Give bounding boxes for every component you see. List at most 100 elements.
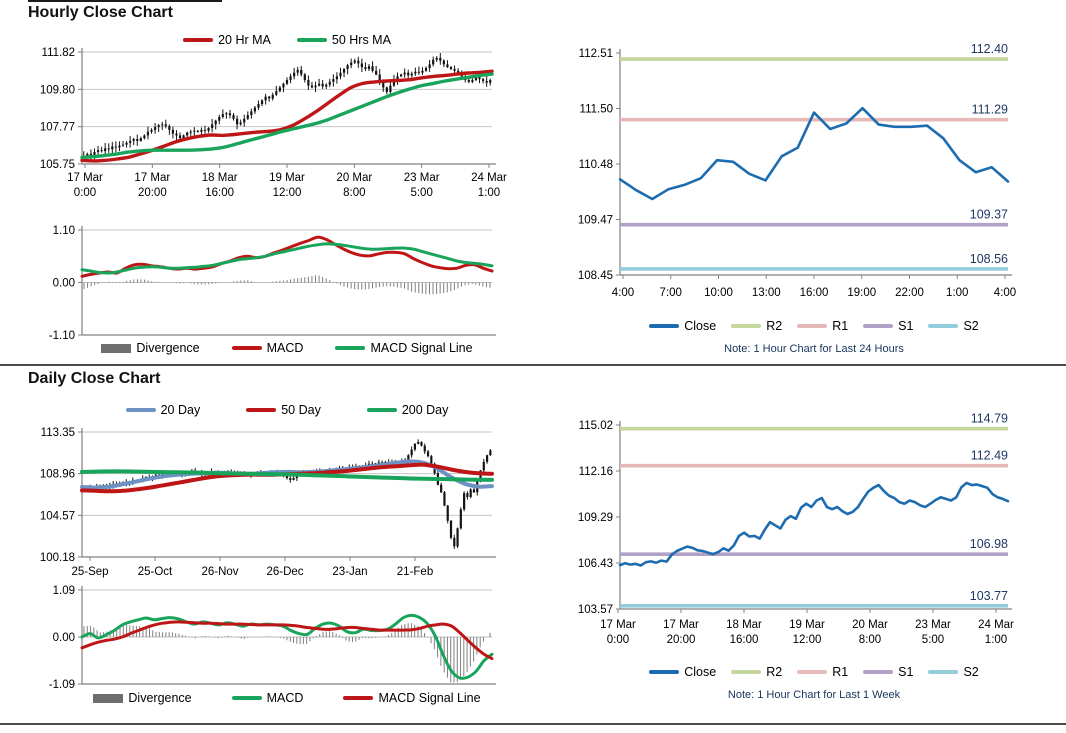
candle-body bbox=[189, 131, 192, 133]
legend-item-macd-signal-line: MACD Signal Line bbox=[335, 341, 473, 355]
candle-body bbox=[111, 146, 114, 150]
legend-line-swatch bbox=[928, 670, 959, 674]
candle-body bbox=[482, 461, 485, 471]
axis-label: 20:00 bbox=[667, 634, 696, 646]
axis-label: 103.57 bbox=[578, 604, 613, 616]
candle-body bbox=[424, 68, 428, 71]
axis-label: 25-Sep bbox=[71, 566, 108, 578]
candle-body bbox=[282, 83, 285, 88]
axis-label: 114.79 bbox=[971, 412, 1008, 426]
candle-body bbox=[211, 124, 214, 129]
candle-body bbox=[403, 72, 406, 75]
legend-label: 50 Hrs MA bbox=[331, 33, 391, 47]
candle-body bbox=[459, 509, 462, 529]
axis-label: 109.29 bbox=[578, 512, 613, 524]
legend-label: R2 bbox=[766, 665, 783, 679]
axis-label: 112.40 bbox=[971, 42, 1008, 56]
legend-label: R1 bbox=[832, 319, 849, 333]
candle-body bbox=[472, 489, 476, 493]
hourly-section-title: Hourly Close Chart bbox=[28, 4, 173, 21]
legend-label: MACD Signal Line bbox=[370, 341, 473, 355]
candle-body bbox=[407, 455, 410, 460]
daily-section-title: Daily Close Chart bbox=[28, 370, 161, 387]
legend-item-close: Close bbox=[649, 665, 716, 679]
axis-label: 20:00 bbox=[138, 187, 167, 199]
candle-body bbox=[132, 139, 135, 141]
axis-label: 109.37 bbox=[970, 208, 1008, 222]
candle-body bbox=[467, 80, 470, 82]
candle-body bbox=[139, 138, 142, 141]
legend-line-swatch bbox=[797, 324, 828, 328]
candle-body bbox=[317, 83, 321, 86]
axis-label: 8:00 bbox=[859, 634, 881, 646]
legend-label: Divergence bbox=[136, 341, 200, 355]
axis-label: 1.09 bbox=[53, 585, 75, 597]
axis-label: 19 Mar bbox=[789, 619, 825, 631]
axis-label: 18 Mar bbox=[202, 172, 238, 184]
legend-line-swatch bbox=[183, 38, 214, 42]
axis-label: 17 Mar bbox=[67, 172, 103, 184]
candle-body bbox=[485, 80, 488, 83]
candle-body bbox=[346, 65, 349, 69]
legend-item-50-day: 50 Day bbox=[246, 403, 321, 417]
candle-body bbox=[175, 133, 178, 136]
legend-label: S1 bbox=[898, 665, 914, 679]
legend-item-s1: S1 bbox=[863, 319, 913, 333]
candle-body bbox=[125, 142, 128, 145]
pivot-1w-note: Note: 1 Hour Chart for Last 1 Week bbox=[727, 689, 901, 701]
candle-body bbox=[182, 135, 185, 139]
axis-label: 17 Mar bbox=[663, 619, 699, 631]
candle-body bbox=[432, 59, 435, 65]
candle-body bbox=[114, 146, 117, 148]
axis-label: 16:00 bbox=[730, 634, 759, 646]
candle-body bbox=[196, 130, 199, 132]
candle-body bbox=[314, 85, 317, 88]
candle-body bbox=[243, 118, 246, 123]
candle-body bbox=[479, 470, 482, 481]
candle-body bbox=[293, 72, 296, 77]
daily-ma-legend: 20 Day 50 Day 200 Day bbox=[82, 403, 492, 417]
candle-body bbox=[428, 64, 431, 69]
axis-label: 100.18 bbox=[40, 552, 75, 564]
candle-body bbox=[353, 60, 356, 63]
candle-body bbox=[481, 79, 485, 81]
candle-body bbox=[446, 64, 449, 68]
axis-label: 0.00 bbox=[53, 632, 75, 644]
axis-label: 111.29 bbox=[972, 103, 1008, 117]
candle-body bbox=[463, 493, 466, 510]
candle-body bbox=[457, 70, 460, 73]
legend-item-r1: R1 bbox=[797, 665, 848, 679]
axis-label: 18 Mar bbox=[726, 619, 762, 631]
candle-body bbox=[489, 80, 492, 83]
candle-body bbox=[193, 130, 196, 132]
legend-line-swatch bbox=[797, 670, 828, 674]
hourly-macd-legend: Divergence MACD MACD Signal Line bbox=[82, 341, 492, 355]
pivot-1w-legend: Close R2 R1 S1 S2 bbox=[620, 665, 1008, 679]
axis-label: 4:00 bbox=[994, 287, 1016, 299]
legend-label: Divergence bbox=[128, 691, 192, 705]
legend-item-s2: S2 bbox=[928, 665, 979, 679]
axis-label: 1:00 bbox=[946, 287, 968, 299]
axis-label: 24 Mar bbox=[978, 619, 1014, 631]
candle-body bbox=[171, 129, 175, 134]
candle-body bbox=[93, 152, 96, 157]
axis-label: 0.00 bbox=[53, 278, 75, 290]
candle-body bbox=[164, 124, 167, 127]
macd-line bbox=[80, 613, 494, 680]
legend-line-swatch bbox=[343, 696, 374, 700]
axis-label: 24 Mar bbox=[471, 172, 507, 184]
legend-line-swatch bbox=[928, 324, 959, 328]
candle-body bbox=[310, 85, 314, 88]
candle-body bbox=[203, 129, 207, 131]
candle-body bbox=[303, 74, 306, 81]
candle-body bbox=[285, 476, 289, 479]
legend-line-swatch bbox=[649, 324, 680, 328]
candle-body bbox=[385, 87, 388, 93]
candle-body bbox=[469, 489, 472, 498]
axis-label: 108.96 bbox=[40, 469, 75, 481]
candle-body bbox=[292, 478, 295, 480]
legend-label: Close bbox=[684, 319, 717, 333]
candle-body bbox=[367, 66, 371, 69]
